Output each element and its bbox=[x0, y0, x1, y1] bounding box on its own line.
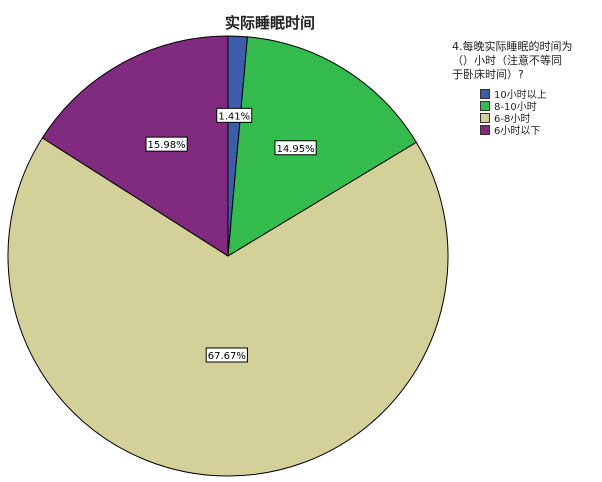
legend-item: 6-8小时 bbox=[480, 112, 598, 125]
slice-percent-label: 67.67% bbox=[205, 347, 248, 363]
legend: 4.每晚实际睡眠的时间为 （）小时（注意不等同 于卧床时间）? 10小时以上 8-… bbox=[452, 40, 598, 137]
chart-title: 实际睡眠时间 bbox=[224, 14, 315, 32]
legend-item: 8-10小时 bbox=[480, 100, 598, 113]
legend-label: 10小时以上 bbox=[494, 90, 547, 101]
pie-slice bbox=[41, 35, 229, 257]
legend-label: 6小时以下 bbox=[494, 126, 541, 137]
svg-text:1.41%: 1.41% bbox=[218, 111, 250, 122]
legend-swatch bbox=[480, 124, 490, 135]
legend-swatch bbox=[480, 88, 490, 99]
slice-percent-label: 15.98% bbox=[145, 136, 188, 152]
legend-swatch bbox=[480, 112, 490, 123]
legend-item: 10小时以上 bbox=[480, 88, 598, 101]
legend-swatch bbox=[480, 100, 490, 111]
slice-percent-label: 1.41% bbox=[216, 107, 253, 123]
legend-title: 4.每晚实际睡眠的时间为 （）小时（注意不等同 于卧床时间）? bbox=[452, 40, 573, 81]
legend-label: 8-10小时 bbox=[494, 102, 537, 113]
pie-slice bbox=[227, 36, 418, 257]
svg-text:67.67%: 67.67% bbox=[208, 351, 246, 362]
pie-slice bbox=[7, 137, 449, 477]
legend-item: 6小时以下 bbox=[480, 124, 598, 137]
svg-text:15.98%: 15.98% bbox=[148, 140, 186, 151]
svg-text:14.95%: 14.95% bbox=[277, 144, 315, 155]
legend-label: 6-8小时 bbox=[494, 114, 531, 125]
slice-percent-label: 14.95% bbox=[274, 140, 317, 156]
